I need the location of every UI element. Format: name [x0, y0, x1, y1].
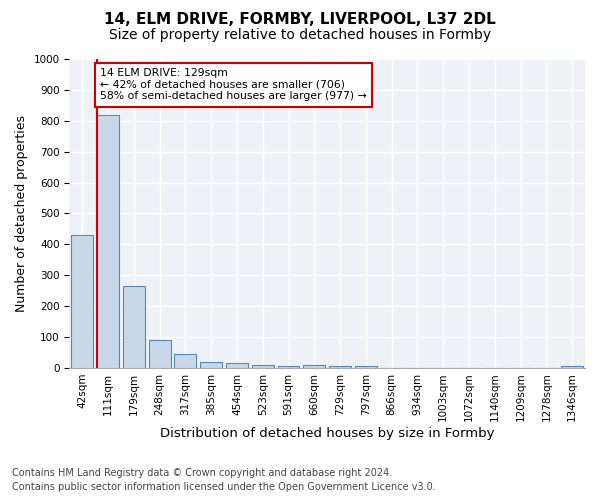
Bar — [71, 235, 93, 368]
Bar — [226, 363, 248, 368]
Text: 14, ELM DRIVE, FORMBY, LIVERPOOL, L37 2DL: 14, ELM DRIVE, FORMBY, LIVERPOOL, L37 2D… — [104, 12, 496, 28]
Bar — [97, 114, 119, 368]
Bar — [355, 366, 377, 368]
Bar — [561, 366, 583, 368]
Text: Size of property relative to detached houses in Formby: Size of property relative to detached ho… — [109, 28, 491, 42]
Bar — [175, 354, 196, 368]
Bar — [149, 340, 170, 368]
X-axis label: Distribution of detached houses by size in Formby: Distribution of detached houses by size … — [160, 427, 494, 440]
Bar — [123, 286, 145, 368]
Text: Contains public sector information licensed under the Open Government Licence v3: Contains public sector information licen… — [12, 482, 436, 492]
Bar — [252, 364, 274, 368]
Bar — [200, 362, 222, 368]
Text: Contains HM Land Registry data © Crown copyright and database right 2024.: Contains HM Land Registry data © Crown c… — [12, 468, 392, 477]
Bar — [329, 366, 351, 368]
Bar — [304, 364, 325, 368]
Y-axis label: Number of detached properties: Number of detached properties — [15, 115, 28, 312]
Text: 14 ELM DRIVE: 129sqm
← 42% of detached houses are smaller (706)
58% of semi-deta: 14 ELM DRIVE: 129sqm ← 42% of detached h… — [100, 68, 367, 102]
Bar — [278, 366, 299, 368]
